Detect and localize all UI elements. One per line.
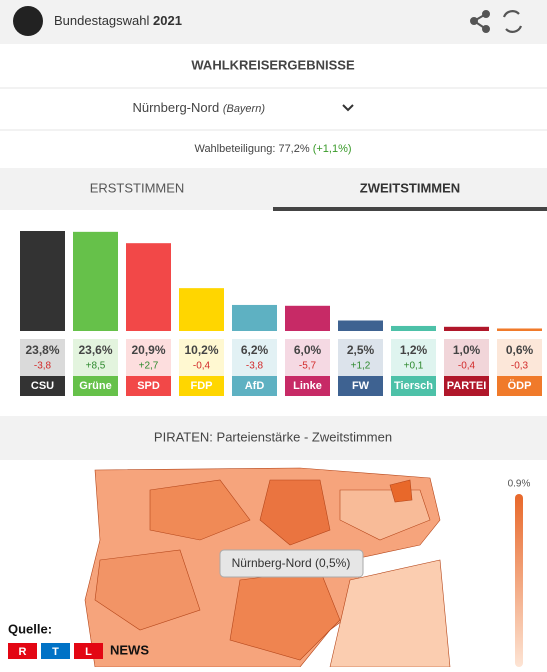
tab-underline (273, 207, 547, 211)
change-label: -0,4 (458, 361, 476, 372)
change-label: +0,1 (404, 361, 424, 372)
header-title: Bundestagswahl 2021 (54, 13, 182, 28)
label-bg (20, 339, 65, 376)
value-label: 20,9% (131, 343, 165, 357)
tab-active[interactable]: ZWEITSTIMMEN (360, 180, 460, 195)
map-title: PIRATEN: Parteienstärke - Zweitstimmen (154, 429, 392, 444)
name-bg (126, 376, 171, 396)
bar (20, 231, 65, 331)
bar-chart: 23,8% -3,8 CSU 23,6% +8,5 Grüne 20,9% +2,7 SPD 10… (20, 231, 542, 396)
change-label: -3,8 (246, 361, 264, 372)
change-label: -5,7 (299, 361, 317, 372)
refresh-icon[interactable] (502, 10, 523, 33)
label-bg (285, 339, 330, 376)
party-name: PARTEI (447, 380, 487, 392)
tooltip-box (219, 549, 364, 578)
bar (391, 325, 436, 331)
dropdown-chevron[interactable] (342, 104, 354, 112)
party-name: Tiersch (394, 380, 433, 392)
name-bg (20, 376, 65, 396)
value-label: 2,5% (347, 343, 375, 357)
bar (126, 243, 171, 331)
change-label: -3,8 (34, 361, 52, 372)
header-title-text: Bundestagswahl (54, 13, 150, 28)
district-row[interactable]: Nürnberg-Nord (Bayern) (132, 100, 265, 115)
bar (285, 305, 330, 331)
legend-max: 0.9% (508, 479, 531, 490)
label-bg (126, 339, 171, 376)
turnout-change: (+1,1%) (313, 143, 352, 155)
bar (444, 326, 489, 331)
label-bg (179, 339, 224, 376)
party-name: SPD (137, 380, 160, 392)
name-bg (285, 376, 330, 396)
header-bar (0, 0, 547, 44)
party-name: AfD (245, 380, 265, 392)
party-name: CSU (31, 380, 54, 392)
district-state[interactable]: (Bayern) (223, 103, 266, 115)
value-label: 1,0% (453, 343, 481, 357)
change-label: +8,5 (86, 361, 106, 372)
party-name: ÖDP (508, 379, 532, 392)
bar (497, 328, 542, 331)
party-name: Grüne (79, 380, 111, 392)
tooltip: Nürnberg-Nord (0,5%) (232, 556, 351, 570)
label-bg (73, 339, 118, 376)
brand-suffix: NEWS (110, 642, 149, 657)
brand-tile (41, 643, 70, 659)
name-bg (444, 376, 489, 396)
brand-tile (74, 643, 103, 659)
party-name: Linke (293, 380, 322, 392)
name-bg (338, 376, 383, 396)
value-label: 1,2% (400, 343, 428, 357)
district-name[interactable]: Nürnberg-Nord (132, 100, 219, 115)
change-label: +2,7 (139, 361, 159, 372)
brand-tile (8, 643, 37, 659)
label-bg (391, 339, 436, 376)
header-year: 2021 (153, 13, 182, 28)
label-bg (444, 339, 489, 376)
bar (338, 320, 383, 331)
name-bg (73, 376, 118, 396)
value-label: 0,6% (506, 343, 534, 357)
value-label: 6,0% (294, 343, 322, 357)
map (84, 467, 451, 668)
turnout: Wahlbeteiligung: 77,2% (+1,1%) (194, 143, 351, 155)
name-bg (179, 376, 224, 396)
value-label: 10,2% (184, 343, 218, 357)
name-bg (391, 376, 436, 396)
tab-bar (0, 168, 547, 210)
share-icon[interactable] (470, 10, 490, 33)
brand-letter: R (19, 646, 27, 658)
value-label: 23,6% (78, 343, 112, 357)
bar (73, 231, 118, 331)
brand-letter: T (52, 646, 59, 658)
party-name: FDP (191, 380, 213, 392)
bar (179, 288, 224, 331)
name-bg (232, 376, 277, 396)
brand-letter: L (85, 646, 92, 658)
label-bg (338, 339, 383, 376)
change-label: +1,2 (351, 361, 371, 372)
eagle-icon (13, 6, 43, 36)
map-title-bar (0, 416, 547, 460)
name-bg (497, 376, 542, 396)
bar (232, 304, 277, 331)
value-label: 6,2% (241, 343, 269, 357)
label-bg (232, 339, 277, 376)
party-name: FW (352, 380, 370, 392)
change-label: -0,4 (193, 361, 211, 372)
source-label: Quelle: (8, 621, 52, 636)
tab[interactable]: ERSTSTIMMEN (90, 180, 185, 195)
change-label: -0,3 (511, 361, 529, 372)
legend-scale (515, 494, 523, 667)
turnout-label: Wahlbeteiligung: 77,2% (194, 143, 309, 155)
section-title: WAHLKREISERGEBNISSE (191, 57, 355, 72)
value-label: 23,8% (25, 343, 59, 357)
label-bg (497, 339, 542, 376)
